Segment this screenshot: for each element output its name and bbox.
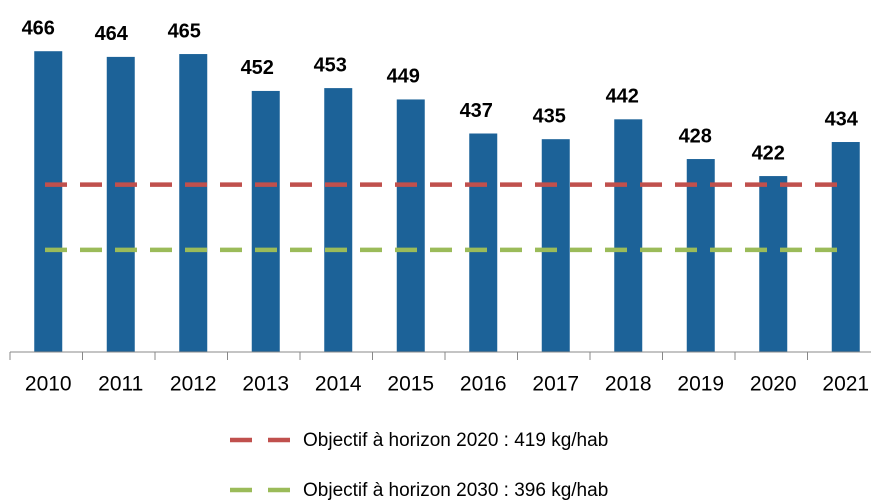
x-tick-label: 2010	[25, 373, 72, 396]
x-tick-label: 2018	[605, 373, 652, 396]
bar	[614, 119, 643, 352]
x-tick-label: 2019	[677, 373, 724, 396]
bar	[541, 139, 570, 352]
x-tick-label: 2021	[822, 373, 869, 396]
value-label: 452	[241, 57, 274, 79]
bar	[34, 51, 63, 352]
x-tick-label: 2016	[460, 373, 507, 396]
bar	[469, 133, 498, 352]
value-label: 449	[387, 66, 420, 88]
value-label: 464	[95, 23, 129, 45]
x-tick-label: 2017	[532, 373, 579, 396]
value-label: 434	[825, 108, 859, 130]
x-tick-label: 2014	[315, 373, 362, 396]
bar	[251, 90, 280, 352]
value-label: 422	[752, 142, 785, 164]
bar	[686, 159, 715, 352]
value-label: 437	[460, 100, 493, 122]
legend-label: Objectif à horizon 2020 : 419 kg/hab	[303, 430, 608, 451]
bar	[106, 56, 135, 353]
value-label: 442	[606, 86, 639, 108]
value-label: 466	[22, 17, 55, 39]
x-tick-label: 2011	[98, 373, 143, 396]
bar	[396, 99, 425, 352]
x-tick-label: 2013	[242, 373, 289, 396]
value-label: 428	[679, 125, 712, 147]
value-label: 453	[314, 54, 347, 76]
bar	[759, 176, 788, 352]
x-tick-label: 2012	[170, 373, 217, 396]
x-tick-label: 2020	[750, 373, 797, 396]
bar	[324, 88, 353, 352]
value-label: 435	[533, 105, 566, 127]
value-label: 465	[168, 20, 201, 42]
bar	[179, 54, 208, 353]
x-tick-label: 2015	[387, 373, 434, 396]
bar	[831, 142, 860, 352]
legend-label: Objectif à horizon 2030 : 396 kg/hab	[303, 480, 608, 500]
